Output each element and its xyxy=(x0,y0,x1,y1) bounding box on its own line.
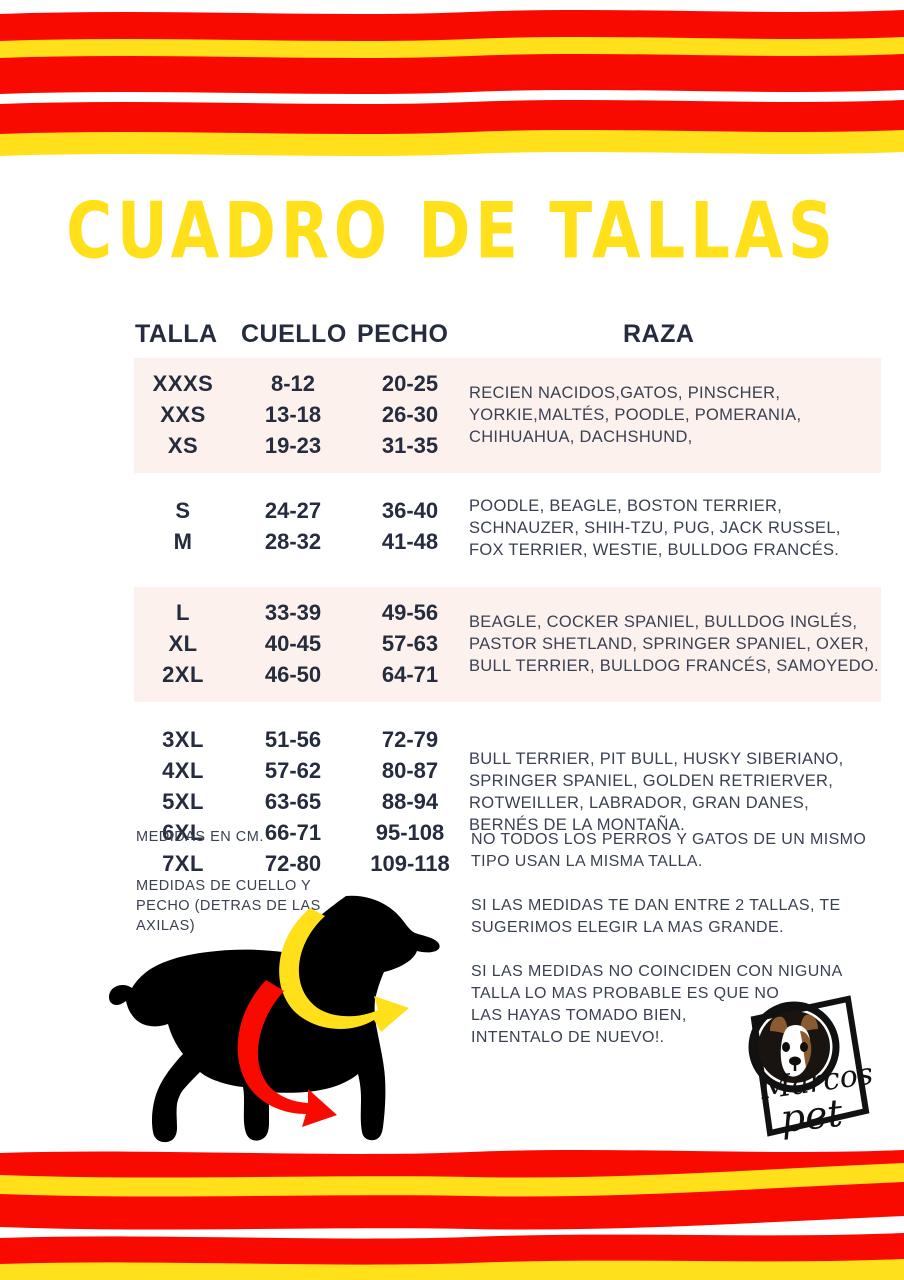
table-row: S 24-27 36-40 xyxy=(0,495,465,526)
table-row: 7XL 72-80 109-118 xyxy=(0,848,465,879)
table-group: 3XL 51-56 72-79 4XL 57-62 80-87 5XL 63-6… xyxy=(0,714,904,891)
table-row: L 33-39 49-56 xyxy=(0,597,465,628)
cell-cuello: 40-45 xyxy=(264,631,322,656)
column-header-talla: TALLA xyxy=(135,320,218,348)
cell-pecho: 20-25 xyxy=(381,371,439,396)
breed-list: BEAGLE, COCKER SPANIEL, BULLDOG INGLÉS, … xyxy=(469,612,879,675)
group-breed-cell: BEAGLE, COCKER SPANIEL, BULLDOG INGLÉS, … xyxy=(465,597,904,690)
cell-talla: 7XL xyxy=(162,851,204,876)
group-breed-cell: BULL TERRIER, PIT BULL, HUSKY SIBERIANO,… xyxy=(465,724,904,879)
dog-silhouette-illustration xyxy=(84,884,444,1162)
table-row: XXXS 8-12 20-25 xyxy=(0,368,465,399)
note-no-coinciden: SI LAS MEDIDAS NO COINCIDEN CON NIGUNA T… xyxy=(471,963,843,1046)
cell-talla: L xyxy=(176,600,190,625)
neck-measure-arrow-icon xyxy=(279,908,409,1032)
cell-talla: XXS xyxy=(160,402,206,427)
group-size-rows: L 33-39 49-56 XL 40-45 57-63 2XL 46-50 6… xyxy=(0,597,465,690)
table-row: M 28-32 41-48 xyxy=(0,526,465,557)
cell-talla: 6XL xyxy=(162,820,204,845)
cell-pecho: 41-48 xyxy=(381,529,439,554)
table-row: 2XL 46-50 64-71 xyxy=(0,659,465,690)
size-chart-table: TALLA CUELLO PECHO RAZA XXXS 8-12 20-25 … xyxy=(0,320,904,891)
group-background xyxy=(134,358,881,473)
breed-list: BULL TERRIER, PIT BULL, HUSKY SIBERIANO,… xyxy=(469,750,844,834)
cell-cuello: 28-32 xyxy=(264,529,322,554)
cell-pecho: 26-30 xyxy=(381,402,439,427)
group-breed-cell: RECIEN NACIDOS,GATOS, PINSCHER, YORKIE,M… xyxy=(465,368,904,461)
cell-talla: 4XL xyxy=(162,758,204,783)
cell-cuello: 51-56 xyxy=(264,727,322,752)
cell-pecho: 57-63 xyxy=(381,631,439,656)
breed-list: POODLE, BEAGLE, BOSTON TERRIER, SCHNAUZE… xyxy=(469,497,841,559)
table-group: S 24-27 36-40 M 28-32 41-48 POODLE, BEAG… xyxy=(0,485,904,573)
cell-cuello: 72-80 xyxy=(264,851,322,876)
table-group: XXXS 8-12 20-25 XXS 13-18 26-30 XS 19-23… xyxy=(0,358,904,473)
cell-cuello: 46-50 xyxy=(264,662,322,687)
table-row: 5XL 63-65 88-94 xyxy=(0,786,465,817)
cell-talla: XXXS xyxy=(152,371,214,396)
group-breed-cell: POODLE, BEAGLE, BOSTON TERRIER, SCHNAUZE… xyxy=(465,495,904,561)
cell-talla: 2XL xyxy=(162,662,204,687)
cell-pecho: 95-108 xyxy=(375,820,445,845)
group-background xyxy=(134,587,881,702)
marcos-pet-logo: Marcos pet xyxy=(726,987,878,1142)
cell-cuello: 8-12 xyxy=(270,371,316,396)
cell-pecho: 64-71 xyxy=(381,662,439,687)
cell-cuello: 24-27 xyxy=(264,498,322,523)
table-row: XL 40-45 57-63 xyxy=(0,628,465,659)
cell-cuello: 19-23 xyxy=(264,433,322,458)
cell-talla: XS xyxy=(167,433,199,458)
cell-talla: M xyxy=(173,529,193,554)
note-medidas-como: MEDIDAS DE CUELLO Y PECHO (DETRAS DE LAS… xyxy=(136,878,321,934)
group-size-rows: 3XL 51-56 72-79 4XL 57-62 80-87 5XL 63-6… xyxy=(0,724,465,879)
cell-cuello: 13-18 xyxy=(264,402,322,427)
group-size-rows: XXXS 8-12 20-25 XXS 13-18 26-30 XS 19-23… xyxy=(0,368,465,461)
table-row: 6XL 66-71 95-108 xyxy=(0,817,465,848)
page-title: CUADRO DE TALLAS xyxy=(66,185,838,277)
chest-measure-arrow-icon xyxy=(237,980,337,1127)
cell-pecho: 109-118 xyxy=(370,851,450,876)
cell-pecho: 72-79 xyxy=(381,727,439,752)
column-header-raza: RAZA xyxy=(623,320,695,348)
note-tipo-talla: NO TODOS LOS PERROS Y GATOS DE UN MISMO … xyxy=(471,831,867,870)
cell-talla: 5XL xyxy=(162,789,204,814)
column-header-pecho: PECHO xyxy=(357,320,449,348)
table-row: 3XL 51-56 72-79 xyxy=(0,724,465,755)
top-stripe-decoration xyxy=(0,0,904,165)
logo-dog-face-icon xyxy=(770,1014,818,1077)
cell-cuello: 63-65 xyxy=(264,789,322,814)
breed-list: RECIEN NACIDOS,GATOS, PINSCHER, YORKIE,M… xyxy=(469,383,802,446)
table-row: 4XL 57-62 80-87 xyxy=(0,755,465,786)
logo-frame-icon xyxy=(750,995,870,1137)
column-header-cuello: CUELLO xyxy=(241,320,347,348)
logo-text-pet: pet xyxy=(778,1091,845,1141)
cell-cuello: 33-39 xyxy=(264,600,322,625)
cell-pecho: 36-40 xyxy=(381,498,439,523)
cell-talla: XL xyxy=(168,631,198,656)
table-row: XS 19-23 31-35 xyxy=(0,430,465,461)
group-size-rows: S 24-27 36-40 M 28-32 41-48 xyxy=(0,495,465,561)
table-row: XXS 13-18 26-30 xyxy=(0,399,465,430)
note-entre-2-tallas: SI LAS MEDIDAS TE DAN ENTRE 2 TALLAS, TE… xyxy=(471,897,841,936)
table-header-row: TALLA CUELLO PECHO RAZA xyxy=(0,320,904,358)
cell-pecho: 49-56 xyxy=(381,600,439,625)
note-medidas-cm: MEDIDAS EN CM. xyxy=(136,829,264,845)
table-group: L 33-39 49-56 XL 40-45 57-63 2XL 46-50 6… xyxy=(0,587,904,702)
cell-talla: S xyxy=(175,498,191,523)
dog-body-shape xyxy=(109,895,440,1143)
cell-pecho: 88-94 xyxy=(381,789,439,814)
cell-pecho: 80-87 xyxy=(381,758,439,783)
cell-pecho: 31-35 xyxy=(381,433,439,458)
cell-cuello: 57-62 xyxy=(264,758,322,783)
cell-talla: 3XL xyxy=(162,727,204,752)
cell-cuello: 66-71 xyxy=(264,820,322,845)
